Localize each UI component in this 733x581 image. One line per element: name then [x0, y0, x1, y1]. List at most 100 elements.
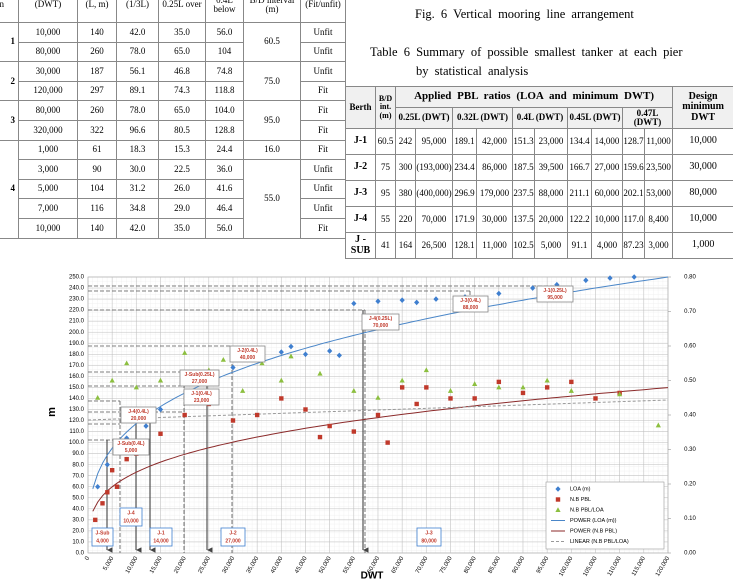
data-point	[278, 349, 284, 355]
y-tick-label: 250.0	[69, 275, 85, 281]
data-cell: 120,000	[18, 80, 78, 102]
fit-cell: Fit	[300, 100, 346, 121]
header-cell: 0.25L over	[158, 0, 206, 23]
data-cell: 31.2	[116, 178, 159, 200]
data-point	[288, 343, 294, 350]
annotation-dwt: 5,000	[125, 448, 138, 454]
table-row: 3,000 90 30.0 22.5 36.0 55.0 Unfit	[0, 159, 346, 239]
x-tick-label: 0	[84, 555, 91, 561]
annotation-dwt: 88,000	[463, 305, 479, 311]
header-cell: 0.4L below	[205, 0, 244, 23]
annotation-box	[91, 527, 114, 547]
annotation-box	[120, 406, 157, 424]
data-cell: 56.0	[205, 22, 244, 43]
data-cell: 242	[395, 128, 416, 155]
data-point	[385, 440, 390, 445]
header-cell: (L, m)	[77, 0, 117, 23]
data-cell: 30,000	[476, 206, 513, 233]
annotation: J-Sub(0.4L)5,000	[112, 438, 150, 456]
annotation-label: J-Sub	[96, 531, 110, 537]
pier-cell: 4	[0, 139, 19, 239]
data-cell: 46.4	[205, 198, 244, 219]
interval-cell: 95.0	[243, 100, 301, 141]
data-point	[278, 377, 284, 383]
header-cell: B/D interval (m)	[243, 0, 301, 23]
fit-cell: Unfit	[300, 159, 346, 180]
fit-cell: Fit	[300, 217, 346, 239]
y-axis-title: m	[46, 407, 58, 417]
data-cell: 151.3	[512, 128, 535, 155]
y-tick-label: 180.0	[69, 352, 85, 358]
data-point	[133, 384, 139, 390]
data-point	[520, 390, 526, 396]
data-cell: 80.5	[158, 119, 206, 141]
data-point	[544, 385, 550, 390]
data-cell: 36.0	[205, 159, 244, 180]
header-cell: 0.4L (DWT)	[512, 107, 568, 129]
fit-cell: Unfit	[300, 61, 346, 82]
data-point	[583, 277, 589, 284]
x-axis-title: DWT	[361, 571, 384, 581]
data-cell: 80,000	[18, 100, 78, 121]
data-point	[259, 360, 265, 366]
x-tick-label: 35,000	[246, 555, 261, 574]
x-tick-label: 115,000	[631, 555, 647, 577]
annotation: J-1(0.4L)23,000	[183, 388, 220, 406]
annotation: J-227,000	[220, 527, 246, 547]
y-tick-label: 70.0	[72, 473, 84, 479]
data-point	[303, 407, 308, 412]
data-cell: 65.0	[158, 41, 206, 63]
data-point	[230, 364, 236, 371]
table-row: 2 30,000 187 56.1 46.8 74.8 75.0 Unfit	[0, 61, 346, 102]
fit-cell: Fit	[300, 139, 346, 161]
data-point	[617, 391, 623, 397]
data-cell: (193,000)	[415, 154, 453, 181]
y-tick-label: 170.0	[69, 363, 85, 369]
annotation-dwt: 14,000	[153, 538, 169, 544]
annotation-label: J-4(0.4L)	[128, 409, 149, 415]
left-table: nn(DWT)(L, m)(1/3L)0.25L over0.4L belowB…	[0, 0, 346, 239]
y-tick-label: 10.0	[72, 540, 84, 546]
data-cell: 122.2	[567, 206, 592, 233]
data-cell: 159.6	[622, 154, 645, 181]
data-cell: 3,000	[643, 232, 674, 259]
data-cell: 96.6	[116, 119, 159, 141]
annotation-label: J-1(0.25L)	[543, 288, 567, 294]
data-point	[530, 285, 536, 291]
data-point	[496, 379, 502, 385]
y2-tick-label: 0.10	[684, 516, 696, 522]
annotation-label: J-3	[425, 531, 432, 537]
interval-cell: 55.0	[243, 159, 301, 239]
y2-tick-label: 0.80	[684, 275, 696, 281]
legend-label: LINEAR (N.B PBL/LOA)	[570, 539, 629, 545]
table-caption: Table 6 Summary of possible smallest tan…	[370, 45, 683, 59]
data-cell: 260	[77, 100, 117, 121]
data-point	[230, 418, 236, 423]
data-cell: 102.5	[512, 232, 535, 259]
x-tick-label: 30,000	[222, 555, 237, 574]
annotation-box	[183, 388, 220, 406]
data-point	[423, 367, 429, 373]
pier-cell: 1	[0, 21, 19, 63]
annotation-label: J-Sub(0.25L)	[184, 372, 214, 378]
annotation: J-4(0.25L)70,000	[361, 313, 400, 331]
data-point	[279, 396, 284, 401]
data-cell: J - SUB	[345, 232, 376, 259]
y2-tick-label: 0.50	[684, 378, 696, 384]
data-point	[496, 384, 502, 390]
y-tick-label: 0.0	[76, 551, 85, 557]
header-cell: 0.45L (DWT)	[567, 107, 623, 129]
interval-cell: 16.0	[243, 139, 301, 161]
data-cell: 61	[77, 139, 117, 161]
y-tick-label: 90.0	[72, 451, 84, 457]
data-cell: 42.0	[116, 22, 159, 43]
data-cell: 5,000	[534, 232, 568, 259]
data-cell: 95	[375, 180, 396, 207]
x-tick-label: 40,000	[270, 555, 285, 574]
data-cell: 90	[77, 159, 117, 180]
legend-label: N.B PBL	[570, 497, 591, 503]
fit-cell: Fit	[300, 80, 346, 102]
y-tick-label: 190.0	[69, 341, 85, 347]
annotation-box	[179, 369, 220, 387]
data-point	[124, 360, 130, 366]
